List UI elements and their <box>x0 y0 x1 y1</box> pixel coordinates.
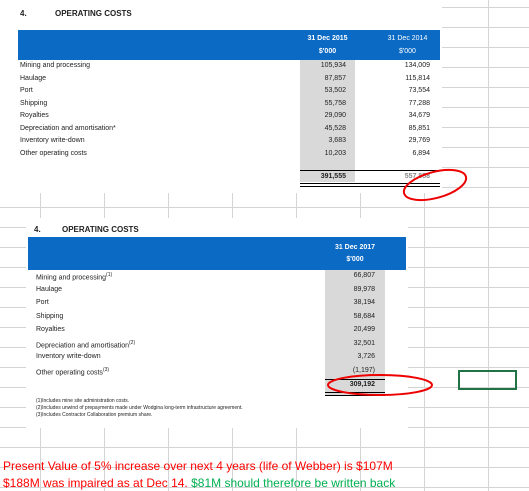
cell-value: 3,683 <box>328 137 346 144</box>
label-text: Haulage <box>36 285 63 293</box>
cell-value: 53,502 <box>324 87 346 94</box>
footnote-ref: (1) <box>106 272 113 278</box>
row-label: Shipping <box>20 99 48 107</box>
row-label: Other operating costs <box>20 149 87 157</box>
cell-value: 29,769 <box>408 137 430 144</box>
cell-value: 32,501 <box>353 339 375 347</box>
note-text: $188M was impaired as at Dec 14. <box>3 476 188 490</box>
cell-value: 87,857 <box>324 74 346 82</box>
column-unit: $'000 <box>318 48 337 55</box>
total-rule <box>300 170 440 171</box>
label-text: Other operating costs <box>36 368 103 376</box>
label-text: Port <box>36 299 49 306</box>
table-image-1: 4. OPERATING COSTS 31 Dec 2015 $'000 31 … <box>0 0 442 193</box>
total-value: 391,555 <box>320 173 346 180</box>
label-text: Depreciation and amortisation <box>36 341 129 349</box>
total-value: 309,192 <box>349 381 375 388</box>
double-rule <box>300 183 440 187</box>
cell-value: 10,203 <box>324 149 346 157</box>
cell-value: 115,814 <box>405 74 430 82</box>
row-label: Depreciation and amortisation(2) <box>36 340 135 349</box>
footnote: (1)Includes mine site administration cos… <box>36 398 130 404</box>
row-label: Royalties <box>20 112 49 119</box>
row-label: Haulage <box>36 286 62 293</box>
footnote-ref: (2) <box>129 339 136 346</box>
label-text: Shipping <box>36 312 64 320</box>
label-text: Mining and processing <box>36 274 107 282</box>
red-circle <box>327 374 433 396</box>
column-shade <box>300 60 355 182</box>
row-label: Royalties <box>36 326 65 333</box>
column-header: 31 Dec 2015 <box>307 35 348 42</box>
row-label: Shipping <box>36 313 63 320</box>
cell-value: 38,194 <box>353 299 375 306</box>
row-label: Port <box>20 87 33 94</box>
cell-value: 20,499 <box>353 326 375 333</box>
cell-value: 55,758 <box>324 99 346 107</box>
row-label: Inventory write-down <box>36 353 101 360</box>
footnote: (3)Includes Contractor Collaboration pre… <box>36 412 153 418</box>
total-value: 557,858 <box>404 173 430 180</box>
column-unit: $'000 <box>346 256 364 263</box>
column-header: 31 Dec 2017 <box>334 244 376 251</box>
table-image-2: 4. OPERATING COSTS 31 Dec 2017 $'000 Min… <box>26 218 408 428</box>
row-label: Inventory write-down <box>20 137 85 144</box>
section-title: OPERATING COSTS <box>62 225 139 234</box>
cell-value: 45,528 <box>324 124 346 132</box>
header-band <box>18 30 440 60</box>
row-label: Mining and processing <box>20 62 91 69</box>
column-header: 31 Dec 2014 <box>387 35 428 42</box>
section-number: 4. <box>20 9 27 18</box>
footnote: (2)Includes unwind of prepayments made u… <box>36 405 243 411</box>
cell-value: 3,726 <box>357 353 375 360</box>
label-text: Royalties <box>36 326 65 333</box>
cell-value: 34,679 <box>408 112 430 119</box>
section-number: 4. <box>34 225 41 234</box>
note-text: $81M should therefore be written back <box>191 476 396 490</box>
cell-value: 58,684 <box>353 312 375 320</box>
red-circle <box>402 168 468 202</box>
header-band <box>28 237 406 270</box>
row-label: Mining and processing(1) <box>36 272 112 281</box>
cell-value: 89,978 <box>353 285 375 293</box>
column-unit: $'000 <box>399 48 416 55</box>
section-title: OPERATING COSTS <box>55 9 132 18</box>
selected-cell[interactable] <box>458 370 517 390</box>
row-label: Port <box>36 299 49 306</box>
cell-value: 77,288 <box>408 99 430 107</box>
label-text: Inventory write-down <box>36 353 101 360</box>
cell-value: 134,009 <box>404 62 430 69</box>
cell-value: 66,807 <box>353 272 375 279</box>
cell-value: (1,197) <box>352 366 375 374</box>
cell-value: 29,090 <box>324 112 346 119</box>
footnote-ref: (3) <box>102 366 110 373</box>
row-label: Other operating costs(3) <box>36 367 109 376</box>
cell-value: 85,851 <box>408 124 430 132</box>
note-line: Present Value of 5% increase over next 4… <box>3 459 393 473</box>
cell-value: 73,554 <box>408 87 430 94</box>
double-rule <box>325 392 385 396</box>
total-rule <box>325 379 385 380</box>
cell-value: 6,894 <box>412 149 430 157</box>
row-label: Depreciation and amortisation* <box>20 124 116 132</box>
cell-value: 105,934 <box>320 62 346 69</box>
row-label: Haulage <box>20 74 47 82</box>
note-line: $188M was impaired as at Dec 14. $81M sh… <box>3 476 395 490</box>
